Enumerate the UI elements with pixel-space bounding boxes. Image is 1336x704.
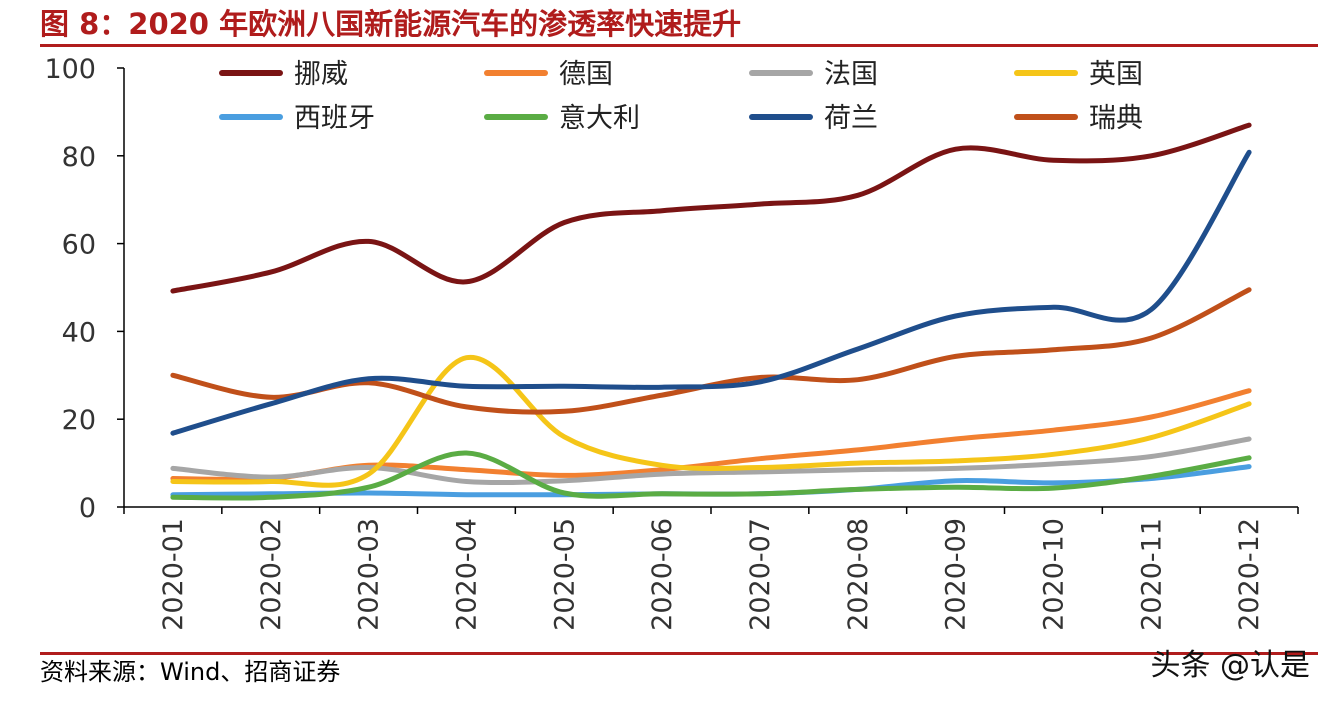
- series-line: [170, 450, 1252, 501]
- legend-label: 法国: [824, 59, 878, 90]
- series-lines: [170, 122, 1252, 501]
- watermark: 头条 @认是: [1150, 648, 1310, 683]
- x-tick-label: 2020-09: [941, 518, 972, 631]
- y-tick-label: 20: [62, 405, 96, 436]
- y-tick-label: 40: [62, 317, 96, 348]
- x-tick-label: 2020-11: [1136, 518, 1167, 631]
- x-tick-label: 2020-05: [549, 518, 580, 631]
- y-tick-label: 100: [44, 54, 96, 85]
- x-tick-label: 2020-01: [158, 518, 189, 631]
- series-line: [170, 287, 1252, 415]
- x-tick-label: 2020-07: [745, 518, 776, 631]
- legend-label: 挪威: [294, 59, 348, 90]
- line-chart: 0 20 40 60 80 100 2020-01 2020-02 2020-03 2020-04…: [44, 54, 1299, 631]
- y-tick-label: 0: [79, 493, 96, 524]
- legend-label: 德国: [559, 59, 613, 90]
- x-tick-label: 2020-02: [256, 518, 287, 631]
- legend-label: 西班牙: [294, 103, 375, 134]
- legend-label: 荷兰: [824, 103, 878, 134]
- x-tick-label: 2020-03: [354, 518, 385, 631]
- axes: 0 20 40 60 80 100 2020-01 2020-02 2020-03 2020-04…: [44, 54, 1299, 631]
- series-line: [170, 122, 1252, 294]
- series-line: [170, 436, 1252, 486]
- legend-label: 意大利: [559, 103, 640, 134]
- x-tick-label: 2020-12: [1234, 518, 1265, 631]
- y-tick-label: 80: [62, 142, 96, 173]
- x-tick-label: 2020-08: [843, 518, 874, 631]
- title-underline: [40, 44, 1318, 47]
- series-line: [170, 355, 1252, 488]
- legend-label: 瑞典: [1089, 103, 1143, 134]
- legend-label: 英国: [1089, 59, 1143, 90]
- x-tick-label: 2020-10: [1038, 518, 1069, 631]
- chart-title: 图 8：2020 年欧洲八国新能源汽车的渗透率快速提升: [40, 7, 742, 41]
- x-tick-label: 2020-06: [647, 518, 678, 631]
- source-separator: [40, 652, 1318, 655]
- x-tick-label: 2020-04: [451, 518, 482, 631]
- source-note: 资料来源：Wind、招商证券: [40, 658, 341, 686]
- y-tick-label: 60: [62, 230, 96, 261]
- series-line: [170, 149, 1252, 436]
